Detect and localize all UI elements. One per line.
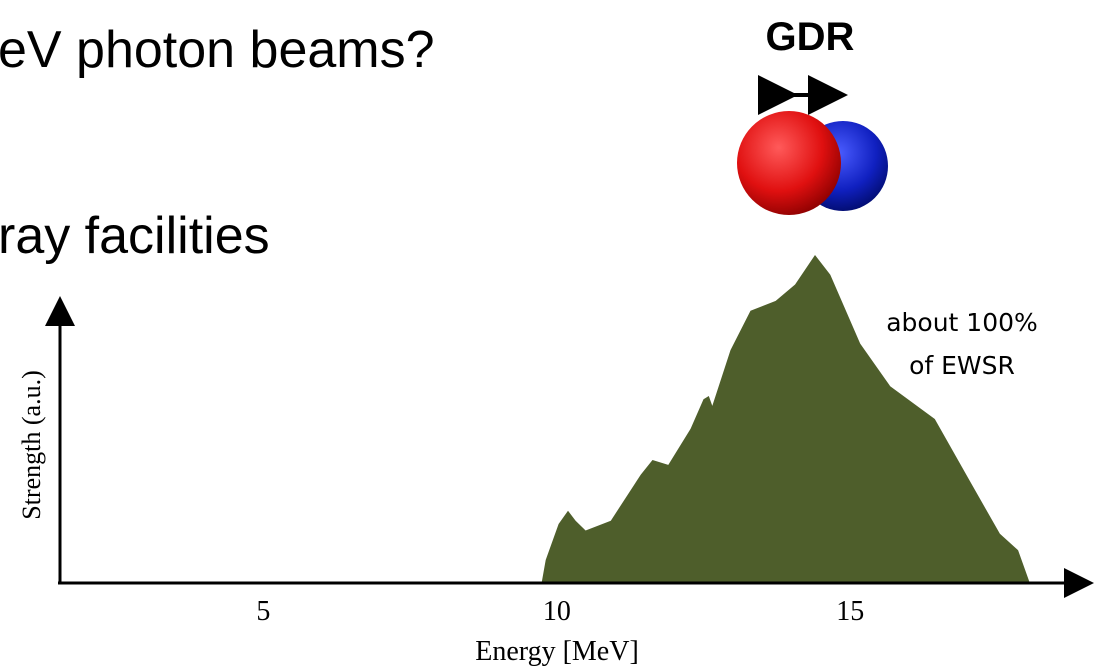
x-axis-label: Energy [MeV]: [475, 636, 639, 667]
slide-text: ray facilities: [0, 207, 270, 265]
y-axis-label: Strength (a.u.): [17, 370, 46, 519]
figure-label: GDR: [766, 15, 855, 59]
annotation: of EWSR: [909, 351, 1015, 380]
x-tick-label: 10: [543, 596, 571, 627]
x-tick-label: 15: [836, 596, 864, 627]
slide-text: eV photon beams?: [0, 21, 435, 79]
proton-sphere: [737, 111, 841, 215]
x-tick-label: 5: [256, 596, 270, 627]
area: [541, 255, 1030, 583]
annotation: about 100%: [886, 308, 1038, 337]
